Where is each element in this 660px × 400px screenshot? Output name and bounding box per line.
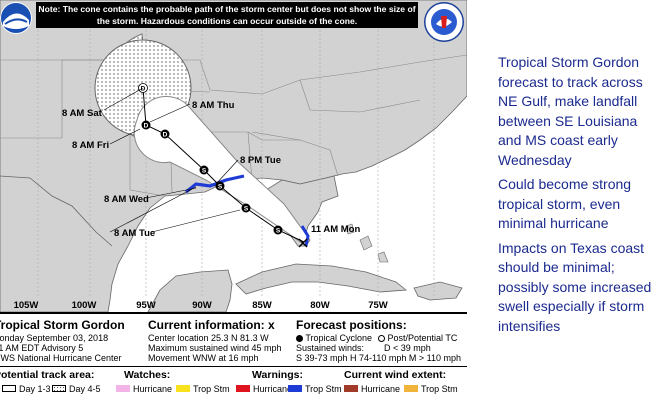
warnings-title: Warnings: — [252, 369, 303, 381]
current-info-title: Current information: x — [148, 318, 275, 332]
longitude-label: 80W — [310, 300, 330, 311]
hurricane-warning-label: Hurricane — [253, 384, 293, 394]
hurricane-watch-label: Hurricane — [133, 384, 173, 394]
bullet-forecast-track: Tropical Storm Gordon forecast to track … — [498, 54, 643, 168]
storm-movement: Movement WNW at 16 mph — [148, 353, 259, 363]
fp-d-range: D < 39 mph — [384, 343, 431, 353]
track-point: S — [241, 203, 251, 213]
advisory-number: 11 AM EDT Advisory 5 — [0, 343, 84, 353]
storm-name: Tropical Storm Gordon — [0, 318, 125, 332]
land-bahamas — [345, 223, 389, 263]
fp-post-potential: Post/Potential TC — [378, 333, 457, 344]
forecast-cone-graphic: D D D S S S S 8 AM Sat 8 AM Thu 8 AM Fri… — [0, 0, 467, 400]
time-label: 8 AM Thu — [192, 100, 235, 111]
svg-text:S: S — [218, 183, 223, 190]
fp-s-h-m-ranges: S 39-73 mph H 74-110 mph M > 110 mph — [296, 353, 462, 363]
day45-swatch — [52, 385, 66, 392]
watches-title: Watches: — [124, 369, 171, 381]
tropical-storm-warning-coast — [185, 174, 245, 194]
noaa-logo — [0, 2, 32, 34]
time-label: 8 AM Tue — [114, 228, 155, 239]
time-label: 8 AM Sat — [62, 108, 103, 119]
longitude-label: 90W — [192, 300, 212, 311]
bullet-texas-impacts: Impacts on Texas coast should be minimal… — [498, 239, 652, 334]
longitude-label: 105W — [14, 300, 39, 311]
track-point: D — [141, 120, 151, 130]
track-area-title: Potential track area: — [0, 369, 95, 381]
day45-label: Day 4-5 — [69, 384, 101, 394]
advisory-date: Monday September 03, 2018 — [0, 333, 109, 343]
day13-swatch — [2, 385, 16, 392]
tropical-storm-wind-label: Trop Stm — [421, 384, 458, 394]
forecast-positions-title: Forecast positions: — [296, 318, 407, 332]
tropical-storm-warning-swatch — [288, 385, 302, 392]
open-dot-icon — [378, 335, 385, 342]
label-leaders — [103, 87, 241, 233]
fp-sustained: Sustained winds: — [296, 343, 365, 353]
us-mexico-border — [0, 175, 113, 247]
land-hispaniola — [413, 281, 463, 301]
svg-text:D: D — [144, 122, 149, 129]
day13-label: Day 1-3 — [19, 384, 51, 394]
fp-tropical-cyclone: Tropical Cyclone — [296, 333, 372, 344]
land-cuba — [235, 263, 408, 295]
filled-dot-icon — [296, 335, 303, 342]
svg-text:S: S — [244, 205, 249, 212]
longitude-label: 85W — [252, 300, 272, 311]
longitude-label: 100W — [72, 300, 97, 311]
hurricane-wind-swatch — [344, 385, 358, 392]
current-position-x — [298, 238, 308, 248]
track-point: S — [273, 225, 283, 235]
tropical-storm-watch-swatch — [176, 385, 190, 392]
map-legend: Tropical Storm Gordon Monday September 0… — [0, 312, 467, 400]
time-label: 8 AM Wed — [104, 194, 149, 205]
tropical-storm-warning-label: Trop Stm — [305, 384, 342, 394]
cone-note: Note: The cone contains the probable pat… — [36, 2, 418, 28]
tropical-storm-watch-label: Trop Stm — [193, 384, 230, 394]
svg-text:D: D — [141, 85, 146, 92]
forecast-map: D D D S S S S 8 AM Sat 8 AM Thu 8 AM Fri… — [0, 0, 467, 312]
max-sustained-wind: Maximum sustained wind 45 mph — [148, 343, 282, 353]
hurricane-wind-label: Hurricane — [361, 384, 401, 394]
wind-extent-title: Current wind extent: — [344, 369, 447, 381]
svg-text:S: S — [276, 227, 281, 234]
hurricane-warning-swatch — [236, 385, 250, 392]
slide-bullets: Tropical Storm Gordon forecast to track … — [498, 53, 660, 341]
svg-text:D: D — [163, 131, 168, 138]
time-label: 8 PM Tue — [240, 155, 281, 166]
longitude-label: 75W — [368, 300, 388, 311]
bullet-strength: Could become strong tropical storm, even… — [498, 176, 632, 231]
center-location: Center location 25.3 N 81.3 W — [148, 333, 269, 343]
svg-text:S: S — [202, 167, 207, 174]
tropical-storm-wind-swatch — [404, 385, 418, 392]
time-label: 11 AM Mon — [311, 224, 360, 235]
legend-divider — [0, 366, 467, 367]
issuing-center: NWS National Hurricane Center — [0, 353, 122, 363]
track-point: S — [199, 165, 209, 175]
longitude-label: 95W — [136, 300, 156, 311]
tropical-storm-warning-florida — [300, 225, 310, 247]
track-point: D — [160, 129, 170, 139]
track-point: S — [215, 181, 225, 191]
land-yucatan — [147, 269, 233, 312]
national-weather-service-logo — [424, 2, 464, 42]
time-label: 8 AM Fri — [72, 140, 109, 151]
hurricane-watch-swatch — [116, 385, 130, 392]
